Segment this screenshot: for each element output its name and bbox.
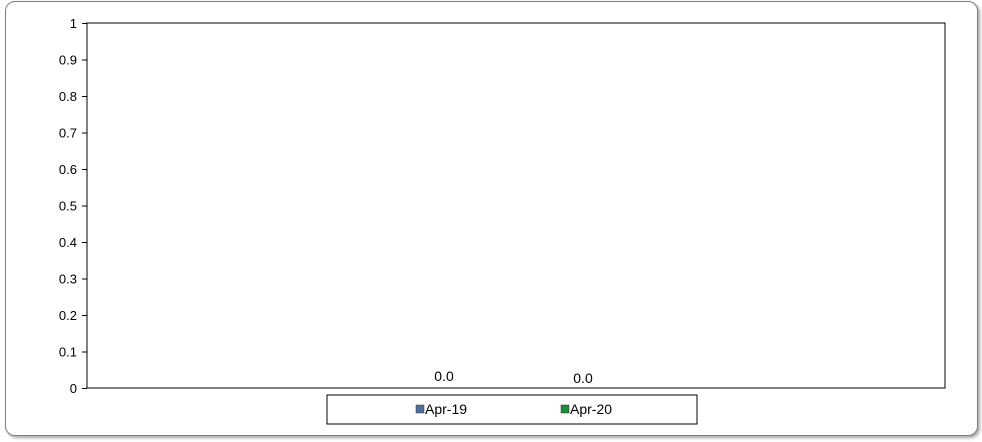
y-tick-label: 0.3 <box>59 272 77 287</box>
plot-border <box>86 22 946 389</box>
y-tick-label: 0.4 <box>59 235 77 250</box>
y-tick-label: 1 <box>70 16 77 31</box>
chart-frame <box>5 1 978 436</box>
y-tick-label: 0.2 <box>59 308 77 323</box>
y-tick-label: 0.8 <box>59 89 77 104</box>
data-label: 0.0 <box>434 368 454 384</box>
y-tick-label: 0.7 <box>59 126 77 141</box>
y-tick-label: 0.9 <box>59 53 77 68</box>
plot-area: 0 0.1 0.2 0.3 0.4 0.5 0.6 0.7 0.8 0.9 1 0.0 0.0 <box>59 16 946 396</box>
data-label: 0.0 <box>573 370 593 386</box>
legend-swatch <box>415 404 425 414</box>
y-tick-label: 0 <box>70 381 77 396</box>
y-tick-label: 0.5 <box>59 199 77 214</box>
y-tick-label: 0.6 <box>59 162 77 177</box>
legend-label: Apr-19 <box>425 401 467 417</box>
legend: Apr-19 Apr-20 <box>326 394 698 425</box>
legend-box <box>326 394 698 425</box>
legend-swatch <box>560 404 570 414</box>
y-tick-label: 0.1 <box>59 345 77 360</box>
legend-label: Apr-20 <box>570 401 612 417</box>
